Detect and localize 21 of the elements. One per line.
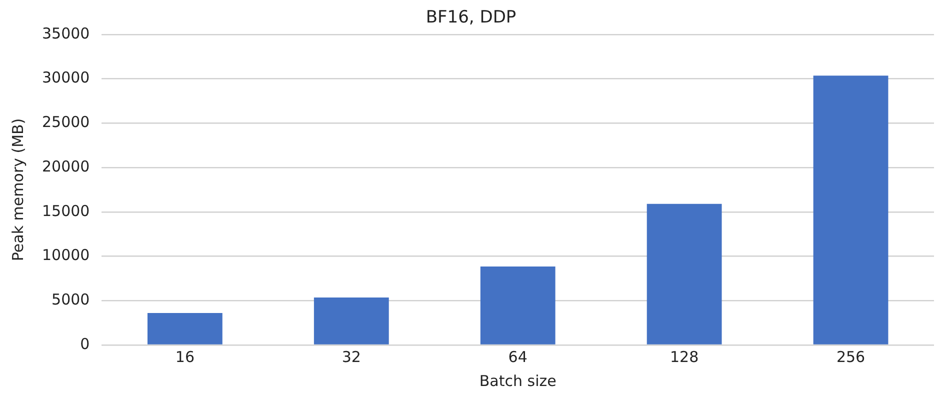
bar xyxy=(147,313,222,344)
x-axis-title: Batch size xyxy=(479,372,556,390)
x-tick-label: 16 xyxy=(175,348,194,366)
y-axis-title: Peak memory (MB) xyxy=(8,118,27,262)
y-tick-label: 15000 xyxy=(42,202,90,220)
x-tick-label: 128 xyxy=(670,348,699,366)
y-tick-label: 35000 xyxy=(42,24,90,42)
bar xyxy=(314,298,389,344)
y-tick-label: 20000 xyxy=(42,157,90,176)
y-tick-label: 5000 xyxy=(52,290,90,309)
y-tick-label: 0 xyxy=(80,334,90,353)
chart-title: BF16, DDP xyxy=(426,8,516,28)
y-tick-label: 10000 xyxy=(42,246,90,264)
y-tick-label: 30000 xyxy=(42,68,90,87)
x-tick-label: 32 xyxy=(342,348,361,366)
bar xyxy=(813,76,888,344)
x-tick-label: 256 xyxy=(836,348,866,366)
bar xyxy=(480,266,556,344)
y-tick-label: 25000 xyxy=(42,113,90,132)
x-tick-label: 64 xyxy=(508,348,528,366)
bar xyxy=(646,204,722,344)
